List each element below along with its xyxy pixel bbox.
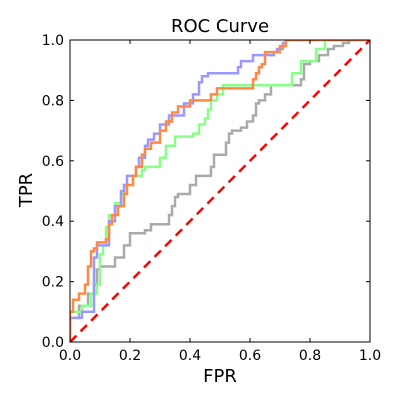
y-tick-label: 0.6 <box>42 154 64 170</box>
y-tick-label: 0.2 <box>42 275 64 291</box>
roc-series-line-4 <box>70 40 370 342</box>
x-axis-label: FPR <box>203 366 237 387</box>
x-tick-label: 0.0 <box>59 348 81 364</box>
x-tick-label: 0.6 <box>239 348 261 364</box>
axes-frame <box>69 39 371 343</box>
x-tick-label: 0.4 <box>179 348 201 364</box>
x-tick-label: 1.0 <box>359 348 381 364</box>
y-axis-label: TPR <box>16 173 37 208</box>
y-tick-label: 0.8 <box>42 93 64 109</box>
x-tick-label: 0.8 <box>299 348 321 364</box>
plot-area <box>70 40 370 342</box>
roc-series-line-1 <box>70 40 370 342</box>
chance-diagonal-line <box>70 40 370 342</box>
y-tick-label: 0.4 <box>42 214 64 230</box>
y-tick-label: 1.0 <box>42 33 64 49</box>
axes: 0.0 0.2 0.4 0.6 0.8 1.0 0.0 0.2 0.4 0.6 0.8 1.0 <box>42 33 381 364</box>
chart-title: ROC Curve <box>171 16 269 37</box>
y-tick-label: 0.0 <box>42 335 64 351</box>
x-tick-label: 0.2 <box>119 348 141 364</box>
